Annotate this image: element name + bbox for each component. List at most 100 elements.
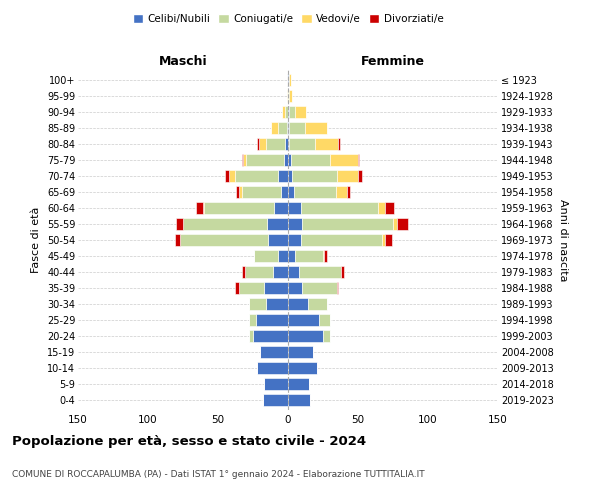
Text: Popolazione per età, sesso e stato civile - 2024: Popolazione per età, sesso e stato civil… xyxy=(12,435,366,448)
Bar xyxy=(176,218,183,230)
Bar xyxy=(263,394,288,406)
Bar xyxy=(288,250,295,262)
Bar xyxy=(288,202,301,214)
Bar xyxy=(289,122,305,134)
Bar xyxy=(259,138,266,150)
Bar xyxy=(288,218,302,230)
Bar xyxy=(288,298,308,310)
Text: Femmine: Femmine xyxy=(361,56,425,68)
Bar xyxy=(305,122,327,134)
Bar xyxy=(278,250,288,262)
Bar xyxy=(288,330,323,342)
Bar xyxy=(295,106,306,118)
Bar xyxy=(330,154,358,166)
Bar xyxy=(319,314,330,326)
Bar xyxy=(242,186,281,198)
Bar xyxy=(301,202,377,214)
Bar xyxy=(287,90,288,102)
Y-axis label: Anni di nascita: Anni di nascita xyxy=(557,198,568,281)
Bar xyxy=(283,106,285,118)
Bar xyxy=(229,170,235,182)
Bar xyxy=(267,218,288,230)
Bar xyxy=(325,250,327,262)
Bar xyxy=(243,154,246,166)
Bar xyxy=(397,218,409,230)
Bar xyxy=(288,282,302,294)
Bar xyxy=(281,186,288,198)
Bar xyxy=(285,106,288,118)
Text: COMUNE DI ROCCAPALUMBA (PA) - Dati ISTAT 1° gennaio 2024 - Elaborazione TUTTITAL: COMUNE DI ROCCAPALUMBA (PA) - Dati ISTAT… xyxy=(12,470,425,479)
Bar xyxy=(204,202,274,214)
Bar xyxy=(288,314,319,326)
Bar xyxy=(225,170,229,182)
Bar xyxy=(235,282,239,294)
Bar xyxy=(295,250,323,262)
Bar xyxy=(287,122,288,134)
Bar xyxy=(323,330,330,342)
Bar xyxy=(274,202,288,214)
Bar xyxy=(288,362,317,374)
Bar xyxy=(203,202,204,214)
Bar xyxy=(183,218,267,230)
Bar xyxy=(288,138,289,150)
Bar xyxy=(288,346,313,358)
Bar xyxy=(266,298,288,310)
Bar xyxy=(288,154,291,166)
Bar xyxy=(242,154,243,166)
Bar xyxy=(254,250,278,262)
Bar xyxy=(358,170,362,182)
Bar xyxy=(196,202,203,214)
Bar xyxy=(347,186,350,198)
Bar xyxy=(292,170,337,182)
Bar xyxy=(271,122,278,134)
Bar xyxy=(284,154,288,166)
Bar xyxy=(289,106,295,118)
Bar xyxy=(288,170,292,182)
Bar xyxy=(308,298,327,310)
Bar xyxy=(288,90,289,102)
Bar xyxy=(285,138,288,150)
Bar xyxy=(266,138,285,150)
Bar xyxy=(272,266,288,278)
Bar xyxy=(289,138,314,150)
Bar xyxy=(245,266,272,278)
Bar xyxy=(239,186,242,198)
Bar xyxy=(236,186,239,198)
Bar xyxy=(302,218,393,230)
Bar xyxy=(288,122,289,134)
Bar xyxy=(288,74,289,86)
Bar xyxy=(288,394,310,406)
Bar xyxy=(260,346,288,358)
Bar xyxy=(288,234,301,246)
Bar xyxy=(337,282,338,294)
Bar xyxy=(323,250,325,262)
Bar xyxy=(268,234,288,246)
Bar xyxy=(393,218,397,230)
Bar xyxy=(239,282,264,294)
Bar xyxy=(291,154,330,166)
Bar xyxy=(246,154,284,166)
Bar xyxy=(385,202,394,214)
Bar xyxy=(288,106,289,118)
Bar xyxy=(257,138,259,150)
Bar xyxy=(299,266,341,278)
Bar xyxy=(358,154,359,166)
Legend: Celibi/Nubili, Coniugati/e, Vedovi/e, Divorziati/e: Celibi/Nubili, Coniugati/e, Vedovi/e, Di… xyxy=(128,10,448,29)
Bar xyxy=(338,138,340,150)
Bar xyxy=(288,186,293,198)
Bar xyxy=(249,298,266,310)
Bar xyxy=(257,362,288,374)
Bar xyxy=(385,234,392,246)
Bar xyxy=(249,330,253,342)
Bar xyxy=(302,282,337,294)
Bar xyxy=(377,202,385,214)
Bar xyxy=(287,74,288,86)
Bar xyxy=(288,378,309,390)
Bar xyxy=(249,314,256,326)
Bar xyxy=(242,266,245,278)
Bar xyxy=(382,234,385,246)
Bar xyxy=(264,378,288,390)
Bar xyxy=(341,266,344,278)
Bar xyxy=(301,234,382,246)
Bar xyxy=(314,138,338,150)
